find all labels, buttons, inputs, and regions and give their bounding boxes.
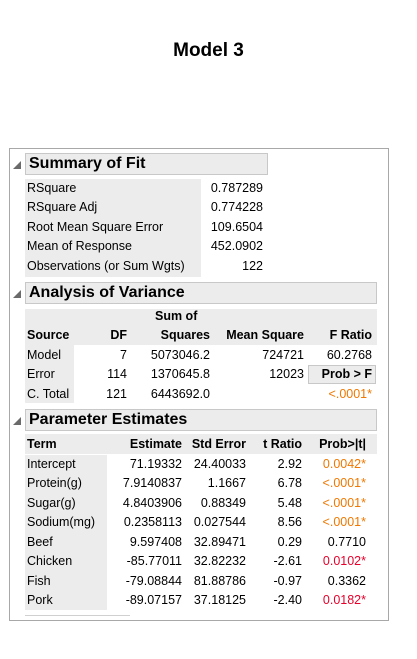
- anova-col-ss: Squares: [160, 328, 210, 342]
- divider: [25, 615, 130, 616]
- summary-value: 0.774228: [210, 200, 263, 214]
- params-stderr: 0.88349: [200, 496, 246, 510]
- summary-of-fit-header[interactable]: Summary of Fit: [25, 153, 268, 175]
- summary-value: 0.787289: [210, 181, 263, 195]
- anova-prob-f-value: <.0001*: [328, 387, 372, 401]
- params-term: Beef: [27, 535, 53, 549]
- params-stderr: 32.89471: [193, 535, 246, 549]
- page-title: Model 3: [173, 40, 244, 61]
- params-stderr: 81.88786: [193, 574, 246, 588]
- anova-df: 7: [120, 348, 127, 362]
- params-estimate: 0.2358113: [123, 515, 182, 529]
- params-term: Fish: [27, 574, 51, 588]
- anova-col-ss-top: Sum of: [155, 309, 198, 323]
- params-tratio: 6.78: [277, 476, 302, 490]
- params-estimate: -79.08844: [125, 574, 182, 588]
- params-stderr: 0.027544: [193, 515, 246, 529]
- params-term: Protein(g): [27, 476, 82, 490]
- params-col-estimate: Estimate: [129, 437, 182, 451]
- summary-label-bg: [25, 179, 201, 277]
- summary-label: Root Mean Square Error: [27, 220, 164, 234]
- summary-value: 452.0902: [210, 239, 263, 253]
- anova-col-ms: Mean Square: [226, 328, 304, 342]
- anova-col-f: F Ratio: [329, 328, 372, 342]
- params-prob: 0.0182*: [322, 593, 366, 607]
- params-col-stderr: Std Error: [191, 437, 246, 451]
- report-panel: Summary of Fit RSquare 0.787289 RSquare …: [9, 148, 389, 621]
- anova-col-df: DF: [110, 328, 127, 342]
- anova-ss: 5073046.2: [150, 348, 210, 362]
- params-prob: <.0001*: [322, 515, 366, 529]
- params-term: Intercept: [27, 457, 76, 471]
- params-prob: <.0001*: [322, 476, 366, 490]
- params-prob: 0.0102*: [322, 554, 366, 568]
- summary-label: Mean of Response: [27, 239, 132, 253]
- params-stderr: 32.82232: [193, 554, 246, 568]
- params-tratio: -2.61: [273, 554, 303, 568]
- collapse-triangle-icon[interactable]: [13, 290, 21, 298]
- anova-ms: 12023: [269, 367, 304, 381]
- summary-label: RSquare Adj: [27, 200, 98, 214]
- anova-f: 60.2768: [326, 348, 372, 362]
- params-tratio: -2.40: [273, 593, 303, 607]
- anova-ss: 1370645.8: [150, 367, 210, 381]
- anova-df: 121: [106, 387, 127, 401]
- params-term: Chicken: [27, 554, 73, 568]
- params-term: Pork: [27, 593, 53, 607]
- anova-source-bg: [25, 345, 74, 403]
- params-estimate: 7.9140837: [122, 476, 182, 490]
- summary-value: 109.6504: [210, 220, 263, 234]
- anova-source: Model: [27, 348, 62, 362]
- anova-colhead-bg: [25, 309, 377, 345]
- anova-ss: 6443692.0: [150, 387, 210, 401]
- params-tratio: 0.29: [277, 535, 302, 549]
- params-col-prob: Prob>|t|: [319, 437, 366, 451]
- params-colhead-bg: [25, 434, 377, 454]
- params-stderr: 37.18125: [193, 593, 246, 607]
- params-term: Sodium(mg): [27, 515, 96, 529]
- analysis-of-variance-header[interactable]: Analysis of Variance: [25, 282, 377, 304]
- params-col-tratio: t Ratio: [263, 437, 302, 451]
- summary-value: 122: [242, 259, 263, 273]
- params-term: Sugar(g): [27, 496, 76, 510]
- params-term-bg: [25, 455, 107, 610]
- params-col-term: Term: [27, 437, 57, 451]
- params-estimate: 9.597408: [129, 535, 182, 549]
- params-prob: <.0001*: [322, 496, 366, 510]
- anova-col-source: Source: [27, 328, 70, 342]
- params-estimate: -89.07157: [125, 593, 182, 607]
- summary-label: Observations (or Sum Wgts): [27, 259, 185, 273]
- anova-source: Error: [27, 367, 55, 381]
- params-stderr: 1.1667: [207, 476, 246, 490]
- parameter-estimates-header[interactable]: Parameter Estimates: [25, 409, 377, 431]
- anova-source: C. Total: [27, 387, 70, 401]
- collapse-triangle-icon[interactable]: [13, 161, 21, 169]
- params-tratio: 2.92: [277, 457, 302, 471]
- params-prob: 0.7710: [327, 535, 366, 549]
- params-estimate: -85.77011: [126, 554, 182, 568]
- params-prob: 0.0042*: [322, 457, 366, 471]
- params-stderr: 24.40033: [193, 457, 246, 471]
- params-tratio: 8.56: [277, 515, 302, 529]
- params-tratio: -0.97: [273, 574, 303, 588]
- anova-ms: 724721: [262, 348, 304, 362]
- anova-prob-f-label: Prob > F: [321, 367, 372, 381]
- prob-f-label-bg: [308, 365, 376, 384]
- params-tratio: 5.48: [277, 496, 302, 510]
- collapse-triangle-icon[interactable]: [13, 417, 21, 425]
- summary-label: RSquare: [27, 181, 77, 195]
- params-estimate: 71.19332: [129, 457, 182, 471]
- params-prob: 0.3362: [327, 574, 366, 588]
- params-estimate: 4.8403906: [122, 496, 182, 510]
- anova-df: 114: [107, 367, 127, 381]
